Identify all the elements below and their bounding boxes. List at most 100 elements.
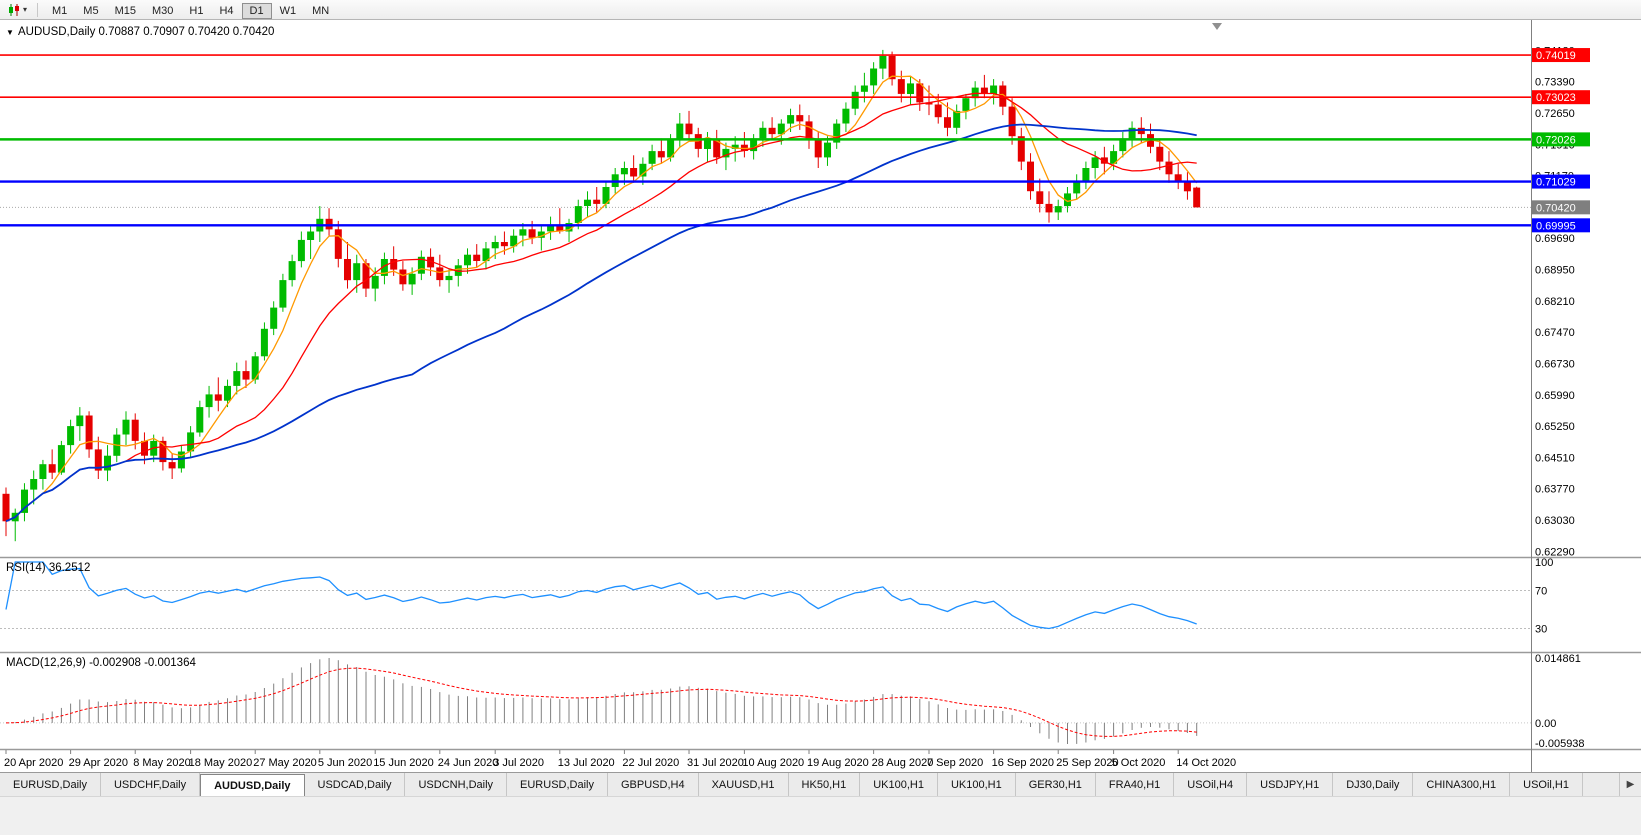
price-tick-label: 0.62290: [1535, 546, 1575, 558]
date-tick-label: 16 Sep 2020: [992, 757, 1054, 769]
chart-shift-marker[interactable]: [1212, 23, 1222, 30]
rsi-tick-label: 100: [1535, 557, 1553, 569]
symbol-tab-usoil-h4[interactable]: USOil,H4: [1174, 773, 1248, 796]
symbol-tab-usdcad-daily[interactable]: USDCAD,Daily: [304, 773, 406, 796]
symbol-tab-usdchf-daily[interactable]: USDCHF,Daily: [100, 773, 201, 796]
date-tick-label: 19 Aug 2020: [807, 757, 869, 769]
macd-tick-label-zero: 0.00: [1535, 718, 1556, 730]
status-bar: [0, 796, 1641, 835]
date-tick-label: 22 Jul 2020: [622, 757, 679, 769]
timeframe-buttons-group: M1 M5 M15 M30 H1 H4 D1 W1 MN: [44, 1, 337, 19]
price-level-label: 0.71029: [1536, 177, 1576, 189]
symbol-tab-china300-h1[interactable]: CHINA300,H1: [1413, 773, 1511, 796]
price-level-label-box: [1532, 48, 1590, 63]
macd-header: MACD(12,26,9) -0.002908 -0.001364: [6, 657, 196, 669]
price-tick-label: 0.68210: [1535, 296, 1575, 308]
price-level-label: 0.74019: [1536, 50, 1576, 62]
price-level-label-box: [1532, 218, 1590, 233]
price-tick-label: 0.65250: [1535, 421, 1575, 433]
chart-menu-icon[interactable]: ▼: [6, 28, 14, 37]
date-tick-label: 31 Jul 2020: [687, 757, 744, 769]
date-tick-label: 25 Sep 2020: [1056, 757, 1118, 769]
symbol-tab-eurusd-daily[interactable]: EURUSD,Daily: [0, 773, 101, 796]
date-tick-label: 29 Apr 2020: [69, 757, 128, 769]
price-level-label-box: [1532, 90, 1590, 105]
date-tick-label: 7 Sep 2020: [927, 757, 983, 769]
chart-type-button[interactable]: ▾: [4, 2, 31, 18]
symbol-tab-uk100-h1[interactable]: UK100,H1: [937, 773, 1016, 796]
macd-tick-label-max: 0.014861: [1535, 653, 1581, 665]
symbol-tab-bar: EURUSD,Daily USDCHF,Daily AUDUSD,Daily USDC…: [0, 772, 1641, 796]
timeframe-button-d1[interactable]: D1: [241, 2, 272, 19]
rsi-header: RSI(14) 36.2512: [6, 562, 90, 574]
symbol-tab-usoil-h1[interactable]: USOil,H1: [1510, 773, 1583, 796]
macd-signal-line: [5, 667, 1197, 737]
dropdown-caret-icon: ▾: [23, 4, 28, 14]
date-tick-label: 18 May 2020: [189, 757, 253, 769]
symbol-tab-ger30-h1[interactable]: GER30,H1: [1015, 773, 1096, 796]
price-level-label-box: [1532, 174, 1590, 189]
symbol-tab-gbpusd-h4[interactable]: GBPUSD,H4: [608, 773, 699, 796]
candlestick-chart-icon: [9, 3, 19, 16]
price-level-label: 0.72026: [1536, 134, 1576, 146]
symbol-tab-xauusd-h1[interactable]: XAUUSD,H1: [698, 773, 789, 796]
price-chart-svg[interactable]: ▼ AUDUSD,Daily 0.70887 0.70907 0.70420 0.…: [0, 20, 1641, 772]
price-level-label: 0.69995: [1536, 220, 1576, 232]
symbol-tab-hk50-h1[interactable]: HK50,H1: [788, 773, 861, 796]
rsi-line: [5, 561, 1197, 630]
price-tick-label: 0.69690: [1535, 233, 1575, 245]
date-tick-label: 10 Aug 2020: [742, 757, 804, 769]
symbol-tab-uk100-h1[interactable]: UK100,H1: [860, 773, 938, 796]
date-tick-label: 15 Jun 2020: [373, 757, 434, 769]
macd-panel[interactable]: MACD(12,26,9) -0.002908 -0.001364: [0, 657, 1531, 744]
timeframe-button-m15[interactable]: M15: [107, 3, 144, 19]
toolbar-separator: [37, 2, 39, 17]
timeframe-button-m5[interactable]: M5: [75, 3, 106, 19]
price-tick-label: 0.66730: [1535, 358, 1575, 370]
tab-scroll-right-button[interactable]: ▶: [1619, 773, 1641, 796]
price-tick-label: 0.63030: [1535, 515, 1575, 527]
date-tick-label: 27 May 2020: [253, 757, 317, 769]
timeframe-button-h1[interactable]: H1: [181, 3, 211, 19]
symbol-tab-fra40-h1[interactable]: FRA40,H1: [1095, 773, 1175, 796]
current-price-label-box: [1532, 200, 1590, 215]
price-tick-label: 0.68950: [1535, 265, 1575, 277]
timeframe-button-m30[interactable]: M30: [144, 3, 181, 19]
rsi-tick-label: 30: [1535, 624, 1547, 636]
symbol-tab-audusd-daily[interactable]: AUDUSD,Daily: [200, 774, 305, 796]
date-tick-label: 13 Jul 2020: [558, 757, 615, 769]
symbol-tab-eurusd-daily[interactable]: EURUSD,Daily: [507, 773, 608, 796]
ma-medium-line: [5, 92, 1197, 522]
price-tick-label: 0.64510: [1535, 452, 1575, 464]
timeframe-button-m1[interactable]: M1: [44, 3, 75, 19]
date-tick-label: 14 Oct 2020: [1176, 757, 1236, 769]
price-level-label: 0.73023: [1536, 92, 1576, 104]
current-price-label: 0.70420: [1536, 202, 1576, 214]
date-tick-label: 28 Aug 2020: [872, 757, 934, 769]
price-tick-label: 0.65990: [1535, 390, 1575, 402]
rsi-tick-label: 70: [1535, 586, 1547, 598]
symbol-tab-dj30-daily[interactable]: DJ30,Daily: [1333, 773, 1414, 796]
macd-histogram: [14, 658, 1198, 744]
date-tick-label: 24 Jun 2020: [438, 757, 499, 769]
price-level-label-box: [1532, 132, 1590, 147]
symbol-tab-usdjpy-h1[interactable]: USDJPY,H1: [1247, 773, 1334, 796]
macd-tick-label-min: -0.005938: [1535, 738, 1585, 750]
timeframe-button-mn[interactable]: MN: [304, 3, 337, 19]
timeframe-button-h4[interactable]: H4: [211, 3, 241, 19]
price-axis[interactable]: 0.741300.733900.726500.719100.711700.704…: [1531, 20, 1591, 772]
candlestick-series: [2, 49, 1201, 542]
date-tick-label: 5 Oct 2020: [1112, 757, 1166, 769]
chart-title-ohlc: AUDUSD,Daily 0.70887 0.70907 0.70420 0.7…: [18, 26, 274, 38]
date-tick-label: 5 Jun 2020: [318, 757, 372, 769]
rsi-panel[interactable]: RSI(14) 36.2512: [0, 561, 1531, 630]
date-tick-label: 8 May 2020: [133, 757, 190, 769]
symbol-tab-usdcnh-daily[interactable]: USDCNH,Daily: [405, 773, 508, 796]
chart-area[interactable]: ▼ AUDUSD,Daily 0.70887 0.70907 0.70420 0.…: [0, 20, 1641, 772]
price-tick-label: 0.63770: [1535, 484, 1575, 496]
timeframe-button-w1[interactable]: W1: [272, 3, 305, 19]
main-chart-panel[interactable]: ▼ AUDUSD,Daily 0.70887 0.70907 0.70420 0.…: [0, 23, 1531, 542]
date-tick-label: 20 Apr 2020: [4, 757, 63, 769]
